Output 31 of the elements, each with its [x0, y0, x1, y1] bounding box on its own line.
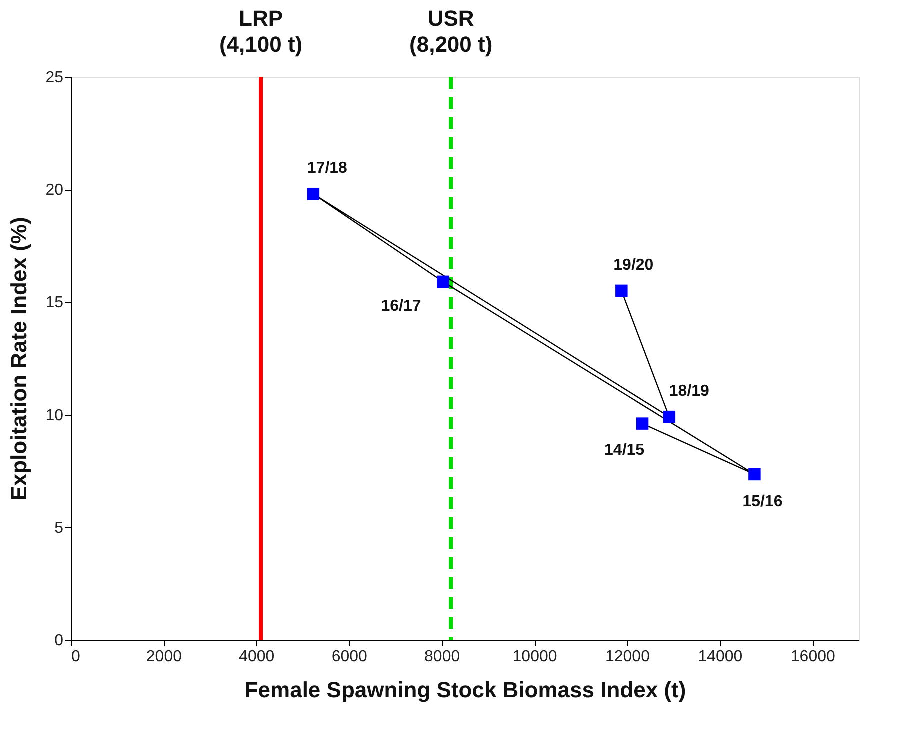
point — [663, 410, 676, 424]
x-tick-label: 14000 — [698, 648, 743, 666]
y-tick-label: 15 — [46, 294, 64, 312]
point — [748, 468, 761, 481]
x-tick-label: 4000 — [239, 648, 275, 666]
x-tick-label: 10000 — [512, 648, 558, 666]
point — [636, 418, 649, 430]
annotation: 17/18 — [307, 160, 348, 178]
x-tick-label: 2000 — [146, 648, 182, 666]
x-tick-label: 6000 — [332, 648, 368, 666]
y-tick-label: 10 — [46, 407, 64, 424]
y-axis-title: Exploitation Rate Index (%) — [6, 217, 32, 501]
annotation: 15/16 — [742, 493, 783, 510]
ref-line-label: LRP (4,100 t) — [219, 6, 303, 57]
annotation: 18/19 — [669, 383, 710, 400]
y-tick-label: 25 — [46, 70, 64, 86]
x-tick-label: 8000 — [424, 648, 460, 666]
point — [437, 276, 450, 288]
y-tick-label: 5 — [54, 520, 64, 537]
annotation: 14/15 — [604, 442, 645, 459]
annotation: 19/20 — [614, 256, 654, 274]
x-tick-label: 12000 — [605, 648, 650, 666]
x-tick-label: 0 — [72, 648, 80, 666]
ref-line-label: USR (8,200 t) — [410, 6, 493, 57]
y-tick-label: 20 — [46, 182, 64, 200]
annotation: 16/17 — [381, 298, 422, 315]
x-tick-label: 16000 — [790, 648, 836, 666]
point — [616, 284, 628, 298]
x-axis-title: Female Spawning Stock Biomass Index (t) — [244, 678, 686, 702]
y-tick-label: 0 — [54, 632, 64, 650]
point — [307, 188, 320, 200]
